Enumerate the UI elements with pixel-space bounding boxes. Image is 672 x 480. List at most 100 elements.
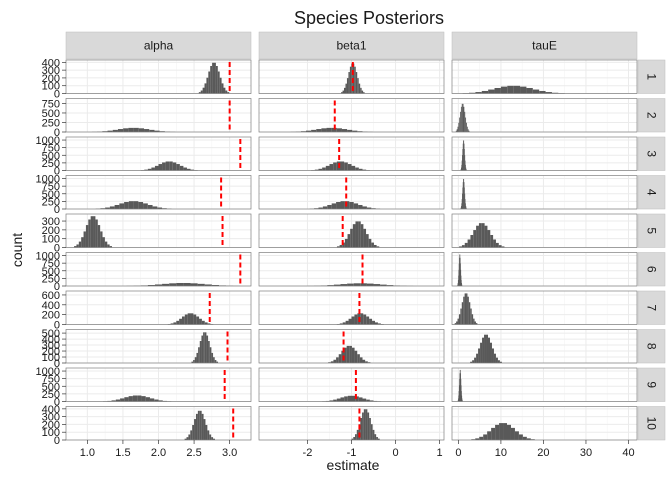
histogram-bar [488, 89, 495, 94]
histogram-beta1-2 [258, 98, 445, 133]
histogram-bar [365, 409, 368, 440]
histogram-bar [194, 357, 197, 363]
histogram-bar [329, 400, 334, 402]
histogram-bar [202, 87, 205, 94]
histogram-bar [204, 284, 212, 286]
panel-tauE-6 [452, 252, 637, 287]
histogram-bar [363, 228, 367, 248]
histogram-beta1-7 [258, 290, 445, 325]
histogram-bar [365, 361, 368, 363]
histogram-bar [495, 424, 500, 440]
histogram-bar [213, 438, 215, 440]
histogram-bar [476, 225, 479, 248]
histogram-bar [478, 348, 481, 363]
histogram-bar [215, 65, 218, 94]
histogram-bar [551, 92, 559, 94]
histogram-tauE-10 [451, 406, 638, 441]
histogram-beta1-8 [258, 329, 445, 364]
histogram-bar [371, 242, 374, 248]
strip-row-7 [637, 290, 666, 325]
panel-border [65, 98, 252, 133]
histogram-bar [465, 203, 466, 209]
histogram-bar [362, 359, 366, 363]
histogram-bar [206, 335, 209, 363]
y-tick-label: 500 [42, 381, 60, 393]
chart-title: Species Posteriors [294, 8, 444, 28]
histogram-bar [223, 87, 226, 94]
strip-row-3 [637, 136, 666, 171]
histogram-bars [457, 369, 463, 402]
histogram-bar [107, 130, 113, 132]
histogram-bar [204, 332, 207, 363]
histogram-bar [478, 223, 482, 248]
panel-border [451, 98, 638, 133]
histogram-bar [344, 238, 348, 248]
histogram-bar [193, 314, 197, 325]
histogram-bar [489, 342, 492, 363]
histogram-bar [353, 437, 356, 440]
histogram-bar [211, 285, 219, 286]
histogram-bar [499, 423, 504, 440]
axes: 0100200300400025050075002505007501000025… [36, 57, 635, 459]
histogram-bar [162, 162, 166, 171]
histogram-beta1-6 [258, 252, 445, 287]
y-tick-label: 250 [42, 196, 60, 208]
histogram-bar [473, 230, 477, 248]
histogram-bar [466, 126, 468, 132]
strip-row-2 [637, 98, 666, 133]
histogram-bars [457, 254, 463, 286]
histogram-bar [336, 246, 340, 248]
histogram-bar [463, 140, 464, 171]
histogram-bar [479, 436, 484, 440]
panel-border [451, 59, 638, 94]
histogram-bar [219, 77, 222, 94]
y-tick-label: 100 [42, 234, 60, 246]
histogram-bar [366, 316, 370, 325]
histogram-bar [493, 239, 496, 248]
histogram-bar [109, 206, 115, 209]
histogram-bar [355, 434, 357, 440]
histogram-alpha-2 [65, 98, 252, 133]
histogram-bar [465, 167, 467, 171]
histogram-bars [455, 103, 470, 132]
panel-background [452, 98, 637, 132]
histogram-bar [463, 178, 464, 209]
histogram-bar [461, 199, 463, 209]
histogram-bar [143, 203, 148, 209]
x-tick-label: 1.5 [115, 447, 130, 459]
y-tick-label: 250 [42, 389, 60, 401]
histogram-bars [309, 201, 381, 209]
histogram-bar [316, 129, 322, 132]
histogram-bar [333, 284, 341, 286]
histogram-bar [467, 129, 469, 132]
histogram-bars [167, 313, 214, 325]
histogram-bar [359, 357, 363, 363]
histogram-bar [475, 92, 482, 94]
histogram-bar [470, 361, 473, 363]
panel-tauE-2 [452, 98, 637, 133]
strip-row-label-8: 8 [645, 343, 659, 350]
histogram-bar [169, 283, 177, 286]
histogram-beta1-4 [258, 175, 445, 210]
histogram-bar [199, 341, 202, 363]
panel-border [65, 252, 252, 287]
histogram-bar [457, 318, 459, 325]
histogram-bar [468, 130, 470, 132]
histogram-bar [76, 244, 79, 248]
histogram-bar [100, 231, 103, 248]
strip-row-4 [637, 175, 666, 210]
histogram-bar [374, 322, 378, 325]
histogram-bar [186, 168, 191, 171]
histogram-bar [463, 178, 465, 209]
histogram-bar [144, 129, 150, 132]
histogram-bar [211, 352, 214, 363]
histogram-bar [90, 216, 94, 248]
histogram-bar [351, 165, 356, 171]
histogram-tauE-4 [451, 175, 638, 210]
histogram-bar [123, 128, 129, 132]
histogram-bar [196, 316, 200, 325]
histogram-bars [460, 178, 467, 209]
histogram-bar [461, 203, 462, 209]
panel-border [65, 290, 252, 325]
histogram-bar [322, 167, 326, 171]
